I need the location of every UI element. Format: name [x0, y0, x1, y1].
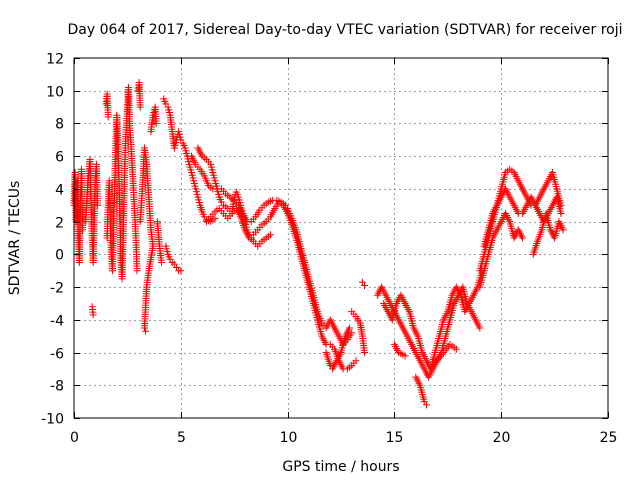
y-tick-label: -8: [50, 379, 64, 395]
data-point: [136, 103, 144, 111]
data-point: [519, 234, 527, 242]
x-tick-label: 10: [280, 430, 298, 446]
data-point: [133, 267, 141, 275]
x-tick-labels: 0 5 10 15 20 25: [70, 430, 617, 446]
x-axis-title: GPS time / hours: [282, 459, 399, 475]
data-points: [70, 79, 567, 409]
chart-title: Day 064 of 2017, Sidereal Day-to-day VTE…: [67, 22, 622, 38]
axis-ticks: [74, 58, 609, 419]
y-tick-label: -4: [50, 314, 64, 330]
y-axis-title: SDTVAR / TECUs: [7, 181, 23, 296]
x-tick-label: 5: [177, 430, 186, 446]
y-tick-label: 4: [55, 183, 64, 199]
y-tick-labels: -10 -8 -6 -4 -2 0 2 4 6 8 10 12: [41, 52, 64, 428]
data-point: [559, 226, 567, 234]
data-point: [158, 259, 166, 267]
y-tick-label: 12: [46, 52, 64, 68]
x-tick-label: 20: [493, 430, 511, 446]
y-tick-label: 8: [55, 117, 64, 133]
y-tick-label: 2: [55, 216, 64, 232]
data-point: [360, 349, 368, 357]
data-point: [360, 281, 368, 289]
data-point: [89, 311, 97, 319]
data-point: [140, 324, 148, 332]
data-point: [422, 401, 430, 409]
x-tick-label: 15: [386, 430, 404, 446]
data-point: [142, 327, 150, 335]
y-tick-label: -6: [50, 347, 64, 363]
data-point: [476, 324, 484, 332]
data-point: [401, 352, 409, 360]
data-point: [267, 231, 275, 239]
y-tick-label: 6: [55, 150, 64, 166]
data-point: [177, 267, 185, 275]
grid-lines: [74, 58, 608, 418]
data-point: [348, 329, 356, 337]
y-tick-label: 0: [55, 248, 64, 264]
data-point: [152, 119, 160, 127]
y-tick-label: -2: [50, 281, 64, 297]
data-point: [79, 226, 87, 234]
data-point: [452, 345, 460, 353]
y-tick-label: -10: [41, 412, 64, 428]
data-point: [352, 357, 360, 365]
data-point: [557, 209, 565, 217]
y-tick-label: 10: [46, 85, 64, 101]
plot-frame: [73, 57, 609, 419]
data-point: [93, 201, 101, 209]
x-tick-label: 25: [600, 430, 618, 446]
data-point: [104, 113, 112, 121]
data-point: [346, 324, 354, 332]
x-tick-label: 0: [70, 430, 79, 446]
data-point: [211, 214, 219, 222]
